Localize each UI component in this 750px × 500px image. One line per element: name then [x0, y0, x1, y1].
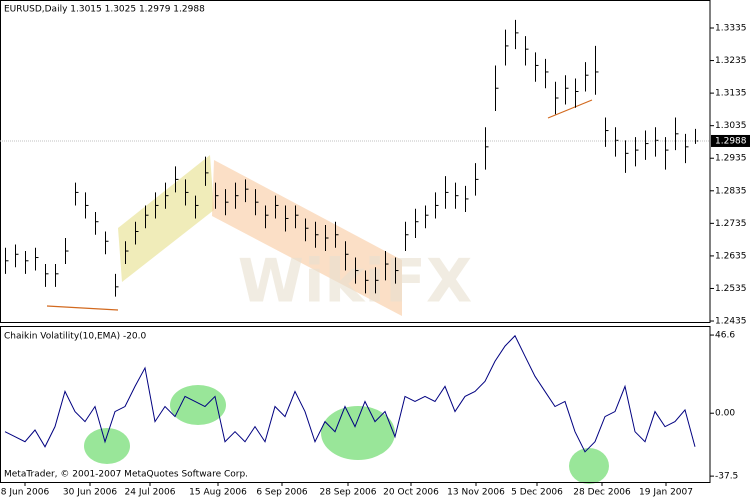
indicator-title: Chaikin Volatility(10,EMA) -20.0 [4, 332, 147, 342]
y-tick-label: 1.3035 [715, 121, 747, 131]
y-tick-label: -37.5 [715, 472, 738, 482]
x-tick-label: 28 Sep 2006 [319, 488, 376, 498]
x-tick-label: 13 Nov 2006 [447, 488, 505, 498]
price-box [711, 134, 750, 147]
y-tick-label: 1.2835 [715, 186, 747, 196]
y-tick-label: 0.00 [715, 409, 735, 419]
y-tick-label: 46.6 [715, 331, 735, 341]
indicator-frame [0, 326, 711, 483]
y-tick-label: 1.2535 [715, 284, 747, 294]
highlight [84, 428, 130, 464]
x-tick-label: 8 Jun 2006 [1, 488, 50, 498]
channel-down [212, 160, 402, 316]
highlight [170, 385, 226, 425]
y-tick-label: 1.3335 [715, 24, 747, 34]
y-tick-label: 1.2435 [715, 317, 747, 327]
channel-up [118, 155, 214, 282]
y-tick-label: 1.2735 [715, 219, 747, 229]
x-tick-label: 20 Oct 2006 [383, 488, 439, 498]
x-tick-label: 5 Dec 2006 [511, 488, 563, 498]
y-tick-label: 1.2635 [715, 251, 747, 261]
y-tick-label: 1.2935 [715, 154, 747, 164]
highlight [321, 406, 395, 460]
y-tick-label: 1.3235 [715, 56, 747, 66]
x-tick-label: 6 Sep 2006 [256, 488, 308, 498]
trend-line [46, 305, 119, 311]
price-label: 1.2988 [715, 136, 747, 146]
x-tick-label: 28 Dec 2006 [573, 488, 631, 498]
highlight [569, 448, 609, 484]
x-tick-label: 30 Jun 2006 [63, 488, 117, 498]
trend-line [547, 99, 593, 119]
x-tick-label: 15 Aug 2006 [189, 488, 247, 498]
y-tick-label: 1.3135 [715, 89, 747, 99]
footer: MetaTrader, © 2001-2007 MetaQuotes Softw… [4, 470, 248, 480]
header: EURUSD,Daily 1.3015 1.3025 1.2979 1.2988 [4, 5, 205, 15]
x-tick-label: 24 Jul 2006 [125, 488, 176, 498]
main-frame [0, 0, 711, 323]
x-tick-label: 19 Jan 2007 [639, 488, 693, 498]
indicator-line [4, 334, 696, 453]
